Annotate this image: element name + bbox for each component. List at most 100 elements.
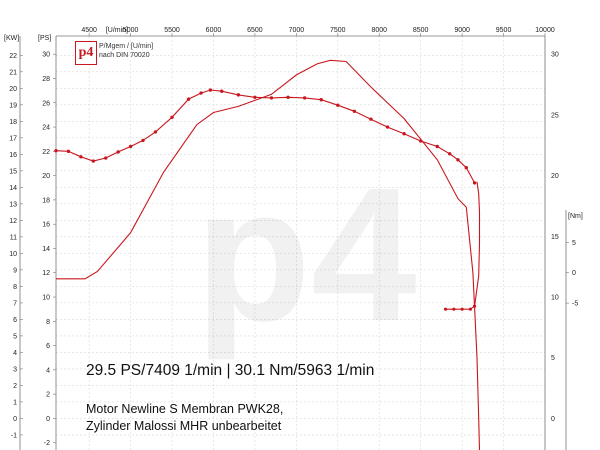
torque-rundown-point [452,307,456,311]
ps-tick-label: 28 [42,76,50,83]
torque-point [269,96,274,100]
kw-tick-label: 12 [9,218,17,225]
kw-tick-label: 19 [9,102,17,109]
ps-tick-label: 2 [46,392,50,399]
torque-point [253,95,257,100]
torque-point [352,109,357,113]
kw-tick-label: 21 [9,69,17,76]
kw-tick-label: 10 [9,251,17,258]
ps-tick-label: 18 [42,197,50,204]
kw-tick-label: 0 [13,416,17,423]
chart-series [54,59,481,450]
ps-tick-label: 20 [42,173,50,180]
kw-tick-label: 11 [10,234,17,241]
ps-tick-label: 24 [42,125,50,132]
nm-tick-label: -5 [572,301,578,308]
torque-point [435,144,439,149]
torque-point [104,156,108,160]
torque-point [385,125,390,129]
result-headline: 29.5 PS/7409 1/min | 30.1 Nm/5963 1/min [86,362,375,379]
nm-tick-label: 0 [572,270,576,277]
right-ps-tick-label: 20 [551,173,559,180]
torque-point [170,115,174,120]
right-ps-tick-label: 25 [551,112,559,119]
ps-tick-label: 16 [42,222,50,229]
torque-point [153,130,158,134]
kw-tick-label: 9 [13,267,17,274]
kw-tick-label: -1 [11,432,17,439]
torque-point [199,91,203,95]
kw-tick-label: 8 [13,284,17,291]
kw-tick-label: 2 [13,383,17,390]
torque-point [79,155,83,159]
kw-tick-label: 4 [13,350,17,357]
right-ps-tick-label: 15 [551,234,559,241]
right-ps-tick-label: 0 [551,416,555,423]
torque-point [286,95,290,100]
ps-tick-label: 0 [46,416,50,423]
ps-tick-label: 30 [42,52,50,59]
torque-rundown-point [460,307,464,311]
torque-point [66,149,71,154]
right-ps-tick-label: 30 [551,52,559,59]
watermark: p4 [195,149,417,361]
torque-point [302,96,307,100]
torque-rundown-point [472,304,477,308]
engine-description-line-1: Motor Newline S Membran PWK28, [86,402,284,416]
x-tick-label: 5500 [164,27,180,34]
torque-point [369,117,373,121]
chart-grid [56,36,546,450]
torque-point [208,88,213,92]
kw-tick-label: 18 [9,119,17,126]
nm-tick-label: 5 [572,240,576,247]
torque-point [116,150,120,154]
x-tick-label: 9500 [496,27,512,34]
kw-tick-label: 5 [13,333,17,340]
kw-tick-label: 3 [13,366,17,373]
torque-point [456,158,460,162]
engine-description-line-2: Zylinder Malossi MHR unbearbeitet [86,419,282,433]
ps-tick-label: 6 [46,343,50,350]
x-tick-label: 10000 [535,27,555,34]
x-tick-label: 4500 [81,27,97,34]
torque-point [236,93,241,97]
ps-tick-label: 14 [42,246,50,253]
torque-point [319,98,323,102]
torque-point [336,103,340,107]
torque-point [220,89,224,93]
x-tick-label: 8000 [371,27,387,34]
x-tick-label: 7000 [289,27,305,34]
torque-point [186,97,191,101]
x-tick-label: 9000 [454,27,470,34]
torque-point [91,159,95,163]
kw-tick-label: 1 [13,399,17,406]
torque-point [464,166,468,170]
kw-tick-label: 6 [13,317,17,324]
right-ps-tick-label: 5 [551,355,555,362]
torque-point [141,138,145,143]
x-tick-label: 5000 [123,27,139,34]
kw-tick-label: 15 [9,168,17,175]
x-tick-label: 7500 [330,27,346,34]
torque-point [128,144,133,149]
p4-logo: p4 [75,41,97,65]
kw-tick-label: 22 [9,53,17,60]
kw-tick-label: 14 [9,185,17,192]
logo-caption-standard: nach DIN 70020 [99,52,150,59]
torque-rundown-curve [445,181,481,310]
logo-caption-units: P/Mgem / [U/min] [99,43,154,50]
kw-tick-label: 13 [9,201,17,208]
ps-tick-label: 4 [46,367,50,374]
nm-axis-unit: [Nm] [568,213,583,220]
power-curve [56,59,481,450]
kw-tick-label: 17 [9,135,17,142]
ps-tick-label: 8 [46,319,50,326]
x-tick-label: 8500 [413,27,429,34]
torque-point [418,139,423,143]
kw-tick-label: 16 [9,152,17,159]
x-tick-label: 6500 [247,27,263,34]
ps-tick-label: 12 [42,270,50,277]
ps-tick-label: -2 [44,440,50,447]
ps-tick-label: 10 [42,295,50,302]
